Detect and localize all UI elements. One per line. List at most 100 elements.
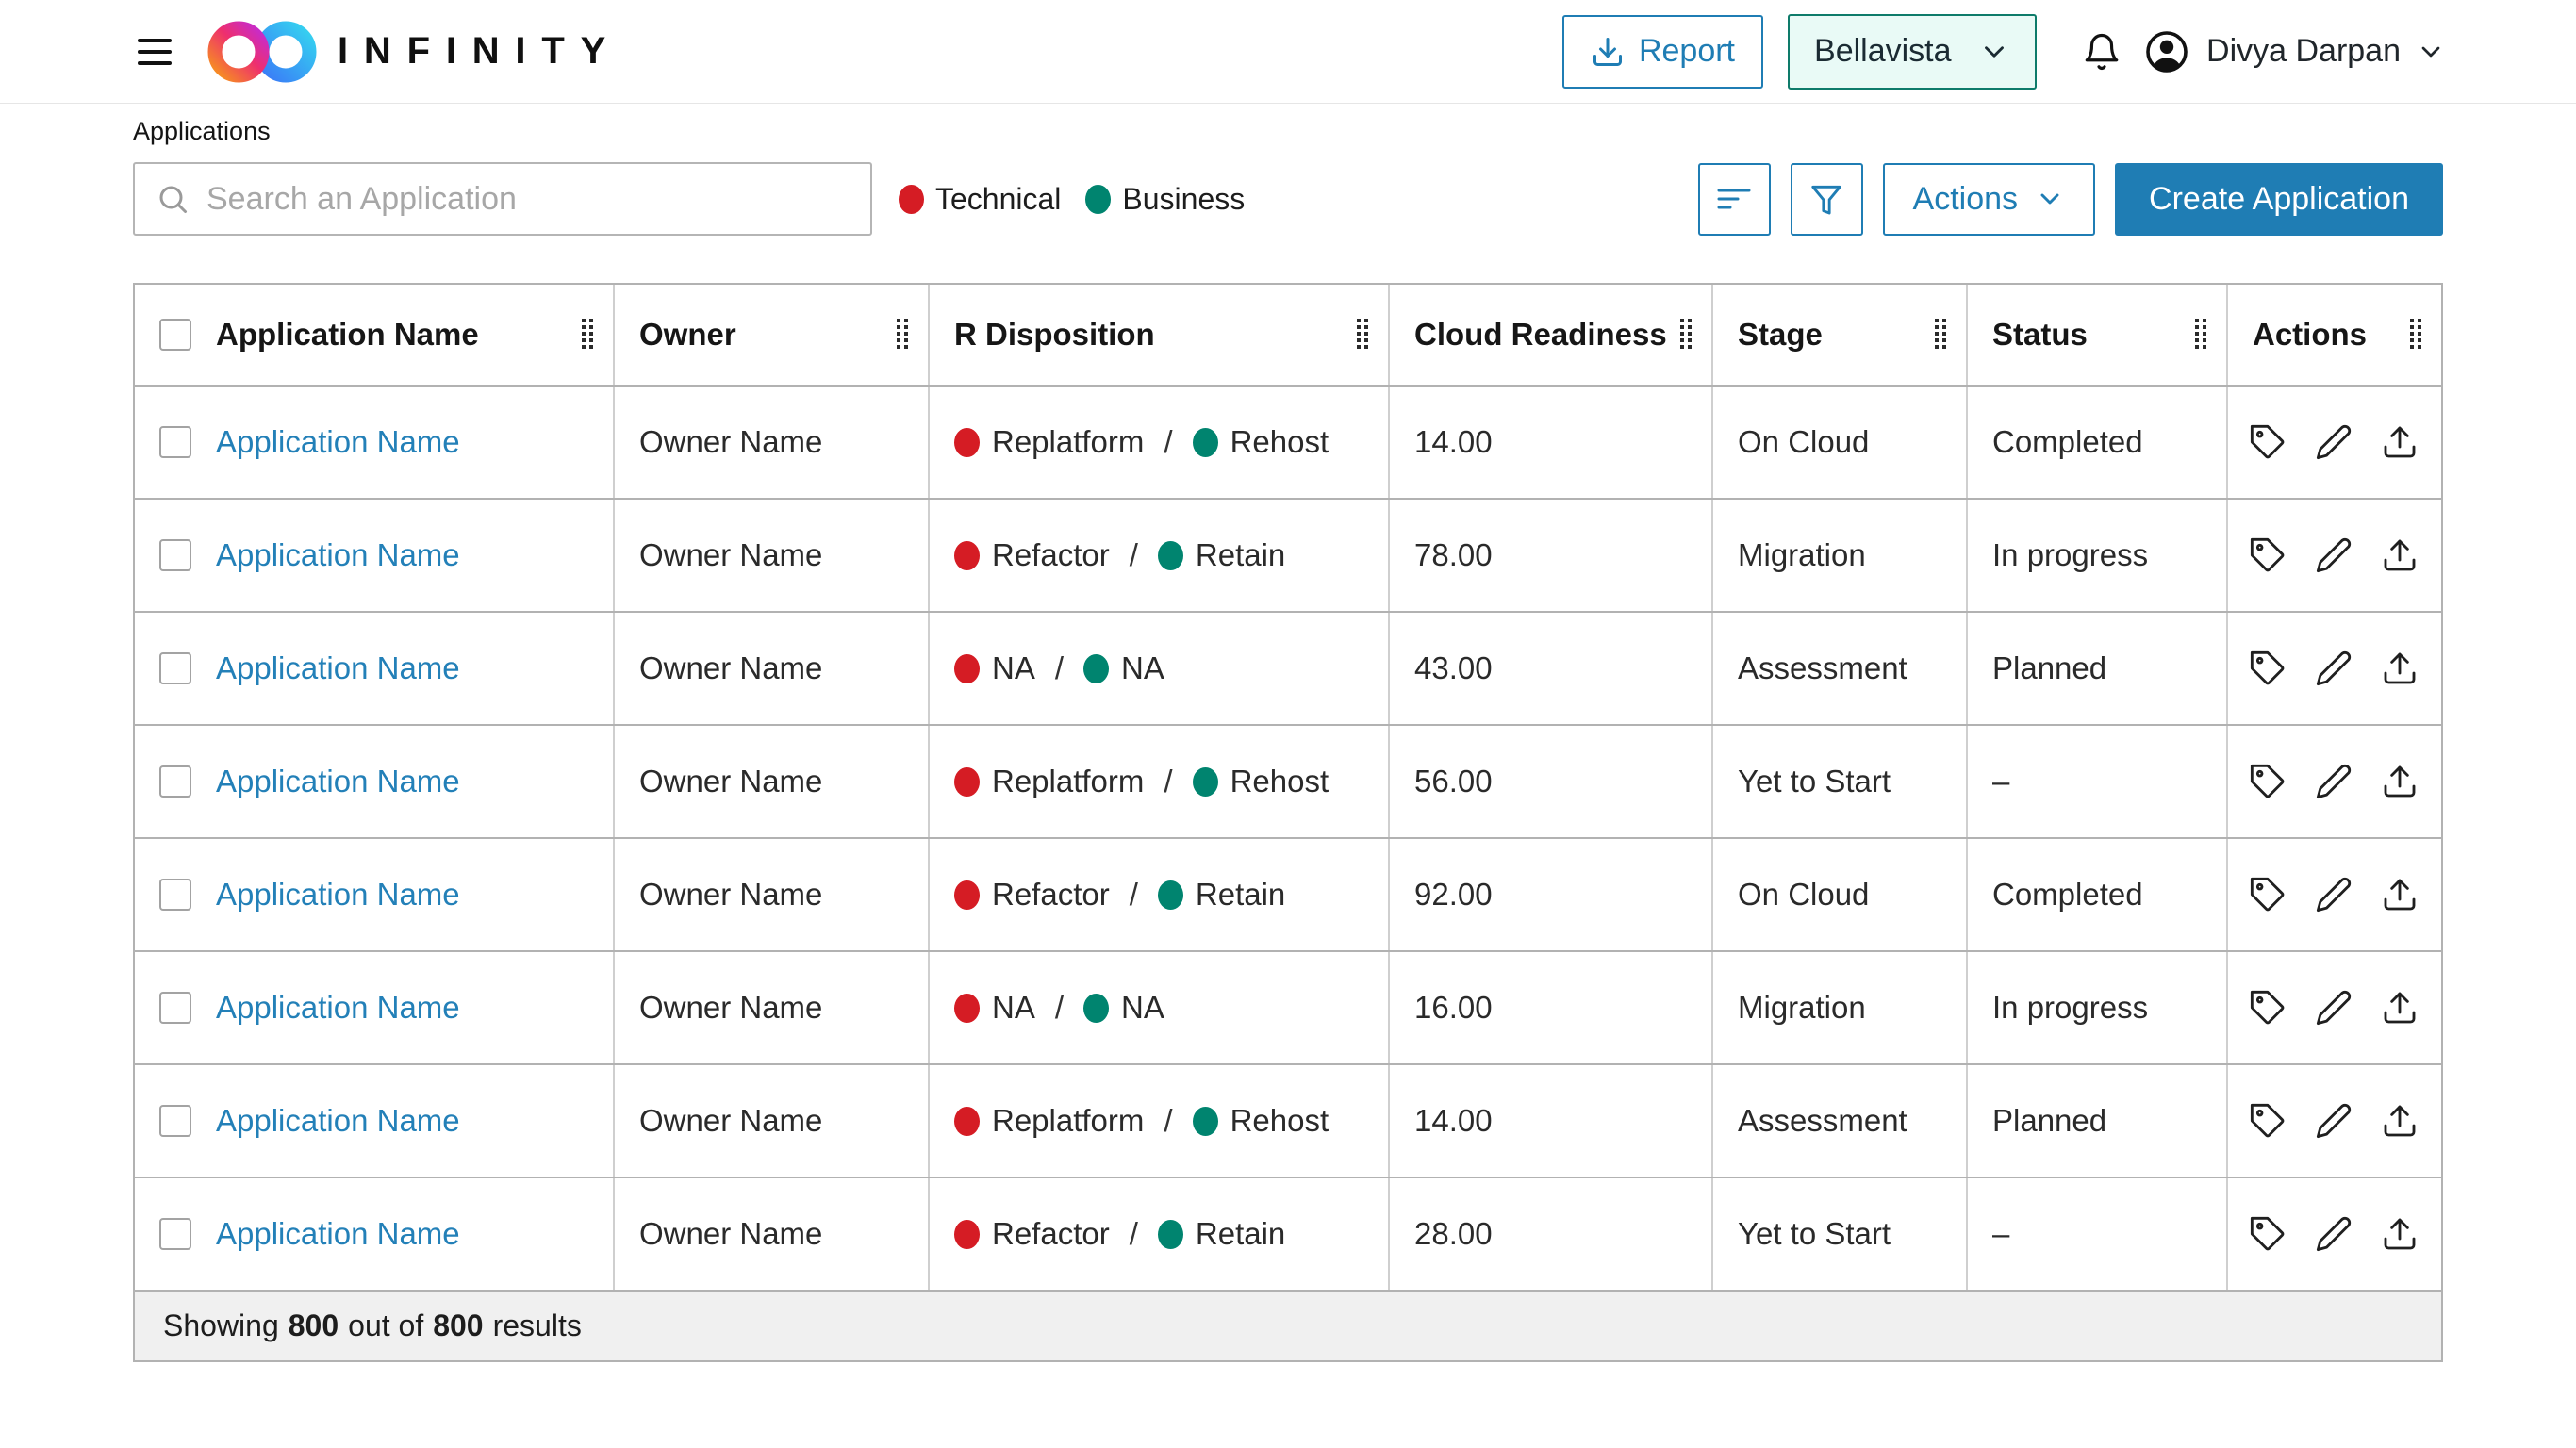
export-action-button[interactable]	[2381, 1102, 2419, 1140]
column-grip-handle-icon[interactable]	[1356, 318, 1369, 352]
application-name-link[interactable]: Application Name	[216, 537, 460, 572]
table-row: Application Name Owner Name Refactor / R…	[135, 839, 2441, 952]
pencil-icon	[2316, 1216, 2352, 1252]
legend-technical: Technical	[899, 182, 1061, 217]
create-application-button[interactable]: Create Application	[2115, 162, 2443, 236]
column-label: Application Name	[216, 317, 479, 352]
filter-button[interactable]	[1790, 162, 1863, 236]
tag-action-button[interactable]	[2249, 989, 2287, 1027]
notifications-bell-icon[interactable]	[2082, 32, 2122, 72]
application-name-link[interactable]: Application Name	[216, 877, 460, 912]
r-disposition-cell: Replatform / Rehost	[930, 387, 1390, 498]
pencil-icon	[2316, 650, 2352, 686]
user-avatar-icon[interactable]	[2144, 29, 2189, 74]
row-checkbox[interactable]	[159, 879, 191, 911]
technical-disposition: Replatform	[992, 424, 1145, 459]
business-disposition: NA	[1121, 990, 1164, 1025]
owner-cell: Owner Name	[615, 387, 930, 498]
business-dot-icon	[1192, 427, 1218, 457]
application-name-link[interactable]: Application Name	[216, 1103, 460, 1138]
application-name-link[interactable]: Application Name	[216, 1216, 460, 1251]
edit-action-button[interactable]	[2315, 763, 2353, 800]
export-action-button[interactable]	[2381, 989, 2419, 1027]
application-name-link[interactable]: Application Name	[216, 990, 460, 1025]
column-grip-handle-icon[interactable]	[1934, 318, 1947, 352]
application-name-link[interactable]: Application Name	[216, 424, 460, 459]
tag-action-button[interactable]	[2249, 536, 2287, 574]
row-checkbox[interactable]	[159, 426, 191, 458]
business-dot-icon	[1192, 1106, 1218, 1136]
technical-disposition: NA	[992, 990, 1035, 1025]
business-dot-icon	[1083, 653, 1110, 683]
edit-action-button[interactable]	[2315, 989, 2353, 1027]
select-all-checkbox[interactable]	[159, 319, 191, 351]
edit-action-button[interactable]	[2315, 423, 2353, 461]
row-checkbox[interactable]	[159, 652, 191, 684]
tag-icon	[2250, 764, 2285, 798]
column-header-cloud-readiness: Cloud Readiness	[1390, 285, 1713, 385]
disposition-separator: /	[1054, 990, 1065, 1025]
stage-cell: Yet to Start	[1713, 726, 1968, 837]
column-grip-handle-icon[interactable]	[896, 318, 909, 352]
row-actions-cell	[2228, 839, 2441, 950]
tag-icon	[2250, 1103, 2285, 1138]
r-disposition-cell: Refactor / Retain	[930, 500, 1390, 611]
actions-label: Actions	[1912, 180, 2019, 217]
column-header-stage: Stage	[1713, 285, 1968, 385]
owner-cell: Owner Name	[615, 952, 930, 1063]
column-grip-handle-icon[interactable]	[2409, 318, 2422, 352]
actions-dropdown-button[interactable]: Actions	[1882, 162, 2096, 236]
row-checkbox[interactable]	[159, 992, 191, 1024]
export-action-button[interactable]	[2381, 763, 2419, 800]
row-actions-cell	[2228, 500, 2441, 611]
export-action-button[interactable]	[2381, 650, 2419, 687]
technical-dot-icon	[954, 993, 980, 1023]
cloud-readiness-cell: 14.00	[1390, 1065, 1713, 1176]
application-name-link[interactable]: Application Name	[216, 764, 460, 798]
column-label: Actions	[2253, 317, 2368, 352]
column-grip-handle-icon[interactable]	[2194, 318, 2207, 352]
edit-action-button[interactable]	[2315, 1102, 2353, 1140]
application-name-link[interactable]: Application Name	[216, 650, 460, 685]
tag-action-button[interactable]	[2249, 423, 2287, 461]
column-grip-handle-icon[interactable]	[581, 318, 594, 352]
business-disposition: Retain	[1195, 877, 1286, 912]
stage-cell: On Cloud	[1713, 839, 1968, 950]
row-checkbox[interactable]	[159, 539, 191, 571]
export-action-button[interactable]	[2381, 423, 2419, 461]
row-checkbox[interactable]	[159, 765, 191, 798]
tag-action-button[interactable]	[2249, 1215, 2287, 1253]
user-menu-chevron-icon[interactable]	[2416, 37, 2446, 67]
stage-cell: Migration	[1713, 952, 1968, 1063]
tag-action-button[interactable]	[2249, 650, 2287, 687]
edit-action-button[interactable]	[2315, 650, 2353, 687]
tag-action-button[interactable]	[2249, 876, 2287, 913]
row-actions-cell	[2228, 613, 2441, 724]
technical-dot-icon	[954, 1106, 980, 1136]
portfolio-dropdown[interactable]: Bellavista	[1788, 13, 2038, 90]
row-checkbox[interactable]	[159, 1105, 191, 1137]
top-bar: INFINITY Report Bellavista	[0, 0, 2576, 104]
stage-cell: Migration	[1713, 500, 1968, 611]
application-name-cell: Application Name	[135, 952, 615, 1063]
search-input[interactable]	[206, 180, 850, 218]
edit-action-button[interactable]	[2315, 536, 2353, 574]
export-action-button[interactable]	[2381, 876, 2419, 913]
export-action-button[interactable]	[2381, 1215, 2419, 1253]
edit-action-button[interactable]	[2315, 1215, 2353, 1253]
technical-dot-icon	[954, 766, 980, 797]
column-grip-handle-icon[interactable]	[1679, 318, 1693, 352]
row-checkbox[interactable]	[159, 1218, 191, 1250]
sort-button[interactable]	[1697, 162, 1771, 236]
tag-action-button[interactable]	[2249, 1102, 2287, 1140]
edit-action-button[interactable]	[2315, 876, 2353, 913]
column-label: Stage	[1738, 317, 1823, 352]
tag-action-button[interactable]	[2249, 763, 2287, 800]
export-action-button[interactable]	[2381, 536, 2419, 574]
business-disposition: Rehost	[1230, 424, 1329, 459]
disposition-legend: Technical Business	[899, 182, 1245, 217]
technical-dot-icon	[954, 427, 980, 457]
owner-cell: Owner Name	[615, 613, 930, 724]
hamburger-menu-icon[interactable]	[138, 38, 172, 65]
report-button[interactable]: Report	[1561, 14, 1764, 89]
